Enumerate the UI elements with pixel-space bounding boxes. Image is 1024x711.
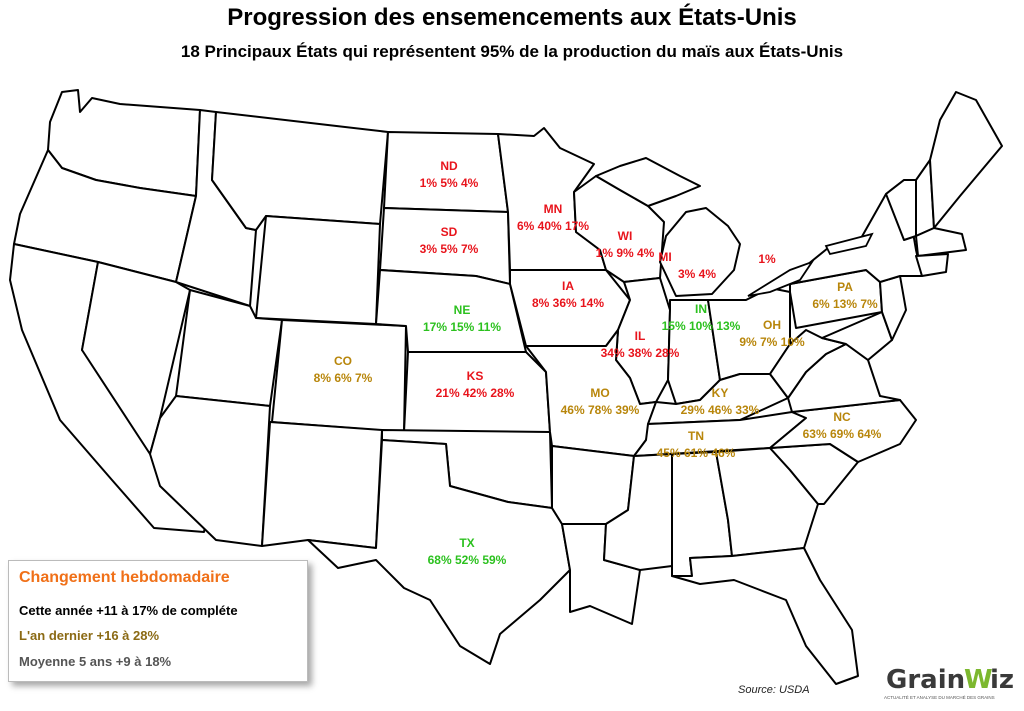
state-mt [211,111,389,231]
label-tx-abbr: TX [459,536,475,550]
label-il: IL 34% 38% 28% [601,328,680,362]
label-tn-values: 45% 61% 46% [656,446,736,460]
label-nc-values: 63% 69% 64% [802,427,882,441]
label-tx-values: 68% 52% 59% [427,553,507,567]
svg-text:Grain: Grain [886,665,965,694]
label-co: CO 8% 6% 7% [314,353,373,387]
label-pa-values: 6% 13% 7% [812,297,878,311]
state-ct-ri [915,253,949,277]
label-nc-abbr: NC [833,410,851,424]
map-title: Progression des ensemencements aux États… [227,4,797,31]
state-wy [255,215,381,325]
label-wi-values: 1% 9% 4% [595,246,655,260]
state-wv [769,329,847,399]
label-ks: KS 21% 42% 28% [436,368,515,402]
label-ky: KY 29% 46% 33% [681,385,760,419]
state-mi-upper [595,157,701,207]
label-nd: ND 1% 5% 4% [420,158,479,192]
label-wi: WI 1% 9% 4% [596,228,655,262]
label-ia: IA 8% 36% 14% [532,278,604,312]
label-mi: MI 3% 4% [648,249,716,283]
label-co-values: 8% 6% 7% [313,371,373,385]
label-il-values: 34% 38% 28% [600,346,680,360]
label-ks-abbr: KS [466,369,484,383]
label-ia-abbr: IA [561,279,574,293]
legend-box: Changement hebdomadaire Cette année +11 … [8,560,308,682]
label-mn: MN 6% 40% 17% [517,201,589,235]
label-ky-abbr: KY [711,386,729,400]
label-sd-values: 3% 5% 7% [419,242,479,256]
label-mo: MO 46% 78% 39% [561,385,640,419]
label-nc: NC 63% 69% 64% [803,409,882,443]
label-mi-extra: 1% [758,251,775,268]
svg-text:iz: iz [990,665,1014,694]
state-nm [261,421,383,549]
label-pa-abbr: PA [837,280,853,294]
legend-last-year: L'an dernier +16 à 28% [19,628,160,643]
logo-wordmark: Grain W iz [886,665,1014,694]
label-mn-values: 6% 40% 17% [516,219,590,233]
label-mi-abbr: MI [658,250,672,264]
label-tx: TX 68% 52% 59% [428,535,507,569]
svg-text:W: W [964,665,993,694]
label-mo-abbr: MO [590,386,610,400]
label-mn-abbr: MN [543,202,563,216]
lake-ontario [824,232,874,256]
state-ma [915,227,967,257]
label-in-abbr: IN [694,302,707,316]
label-tn: TN 45% 61% 46% [657,428,736,462]
label-oh: OH 9% 7% 10% [739,317,804,351]
label-tn-abbr: TN [687,429,704,443]
label-oh-values: 9% 7% 10% [739,335,805,349]
label-nd-abbr: ND [440,159,458,173]
label-ks-values: 21% 42% 28% [435,386,515,400]
label-nd-values: 1% 5% 4% [419,176,479,190]
label-pa: PA 6% 13% 7% [812,279,877,313]
label-ia-values: 8% 36% 14% [531,296,605,310]
label-il-abbr: IL [634,329,646,343]
label-sd-abbr: SD [440,225,458,239]
legend-heading: Changement hebdomadaire [19,569,230,586]
map-subtitle: 18 Principaux États qui représentent 95%… [180,42,844,61]
label-ne-values: 17% 15% 11% [422,320,502,334]
label-in: IN 15% 10% 13% [662,301,741,335]
source-note: Source: USDA [738,684,810,696]
state-me [929,91,1003,229]
grainwiz-logo: Grain W iz ACTUALITÉ ET ANALYSE DU MARCH… [884,662,1014,708]
state-fl [671,547,859,685]
label-mi-extra-value: 1% [758,252,776,266]
lake-erie [747,260,815,297]
label-sd: SD 3% 5% 7% [420,224,479,258]
state-mi-lower [659,207,741,297]
label-ne-abbr: NE [453,303,471,317]
label-ky-values: 29% 46% 33% [680,403,760,417]
label-mi-values: 3% 4% [677,267,717,281]
label-mo-values: 46% 78% 39% [560,403,640,417]
state-nc [769,399,917,463]
label-in-values: 15% 10% 13% [661,319,741,333]
label-co-abbr: CO [333,354,352,368]
state-ms [603,453,673,571]
state-md [821,311,893,361]
logo-tagline: ACTUALITÉ ET ANALYSE DU MARCHÉ DES GRAIN… [884,695,995,700]
state-ar [551,445,635,525]
legend-this-year: Cette année +11 à 17% de compléte [19,603,238,618]
label-oh-abbr: OH [763,318,781,332]
state-tx [307,439,571,665]
legend-five-year-average: Moyenne 5 ans +9 à 18% [19,654,172,669]
label-wi-abbr: WI [617,229,633,243]
label-ne: NE 17% 15% 11% [423,302,501,336]
